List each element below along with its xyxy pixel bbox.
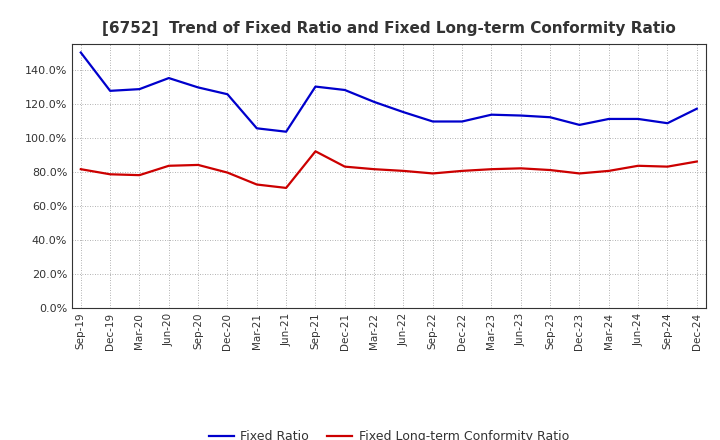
Fixed Ratio <box>428 119 437 124</box>
Fixed Ratio <box>546 114 554 120</box>
Fixed Ratio <box>399 110 408 115</box>
Fixed Ratio <box>341 88 349 93</box>
Fixed Ratio <box>458 119 467 124</box>
Fixed Long-term Conformity Ratio <box>164 163 173 169</box>
Fixed Long-term Conformity Ratio <box>458 168 467 173</box>
Fixed Ratio <box>223 92 232 97</box>
Fixed Long-term Conformity Ratio <box>282 185 290 191</box>
Fixed Ratio <box>516 113 525 118</box>
Fixed Long-term Conformity Ratio <box>605 168 613 173</box>
Fixed Long-term Conformity Ratio <box>634 163 642 169</box>
Fixed Long-term Conformity Ratio <box>575 171 584 176</box>
Fixed Long-term Conformity Ratio <box>487 167 496 172</box>
Fixed Ratio <box>106 88 114 93</box>
Fixed Ratio <box>76 50 85 55</box>
Fixed Long-term Conformity Ratio <box>341 164 349 169</box>
Fixed Ratio <box>311 84 320 89</box>
Fixed Long-term Conformity Ratio <box>693 159 701 164</box>
Fixed Ratio <box>370 99 379 105</box>
Fixed Long-term Conformity Ratio <box>370 167 379 172</box>
Fixed Long-term Conformity Ratio <box>546 167 554 172</box>
Fixed Long-term Conformity Ratio <box>194 162 202 168</box>
Fixed Ratio <box>605 116 613 121</box>
Fixed Ratio <box>253 126 261 131</box>
Fixed Ratio <box>663 121 672 126</box>
Fixed Ratio <box>634 116 642 121</box>
Fixed Ratio <box>693 106 701 111</box>
Fixed Long-term Conformity Ratio <box>428 171 437 176</box>
Legend: Fixed Ratio, Fixed Long-term Conformity Ratio: Fixed Ratio, Fixed Long-term Conformity … <box>204 425 574 440</box>
Fixed Ratio <box>282 129 290 134</box>
Fixed Ratio <box>575 122 584 128</box>
Fixed Ratio <box>487 112 496 117</box>
Fixed Long-term Conformity Ratio <box>223 170 232 175</box>
Fixed Long-term Conformity Ratio <box>76 167 85 172</box>
Fixed Ratio <box>135 87 144 92</box>
Line: Fixed Ratio: Fixed Ratio <box>81 52 697 132</box>
Fixed Ratio <box>164 75 173 81</box>
Fixed Long-term Conformity Ratio <box>663 164 672 169</box>
Fixed Long-term Conformity Ratio <box>516 166 525 171</box>
Line: Fixed Long-term Conformity Ratio: Fixed Long-term Conformity Ratio <box>81 151 697 188</box>
Fixed Long-term Conformity Ratio <box>106 172 114 177</box>
Fixed Long-term Conformity Ratio <box>311 149 320 154</box>
Fixed Ratio <box>194 85 202 90</box>
Fixed Long-term Conformity Ratio <box>135 172 144 178</box>
Fixed Long-term Conformity Ratio <box>253 182 261 187</box>
Fixed Long-term Conformity Ratio <box>399 168 408 173</box>
Title: [6752]  Trend of Fixed Ratio and Fixed Long-term Conformity Ratio: [6752] Trend of Fixed Ratio and Fixed Lo… <box>102 21 675 36</box>
